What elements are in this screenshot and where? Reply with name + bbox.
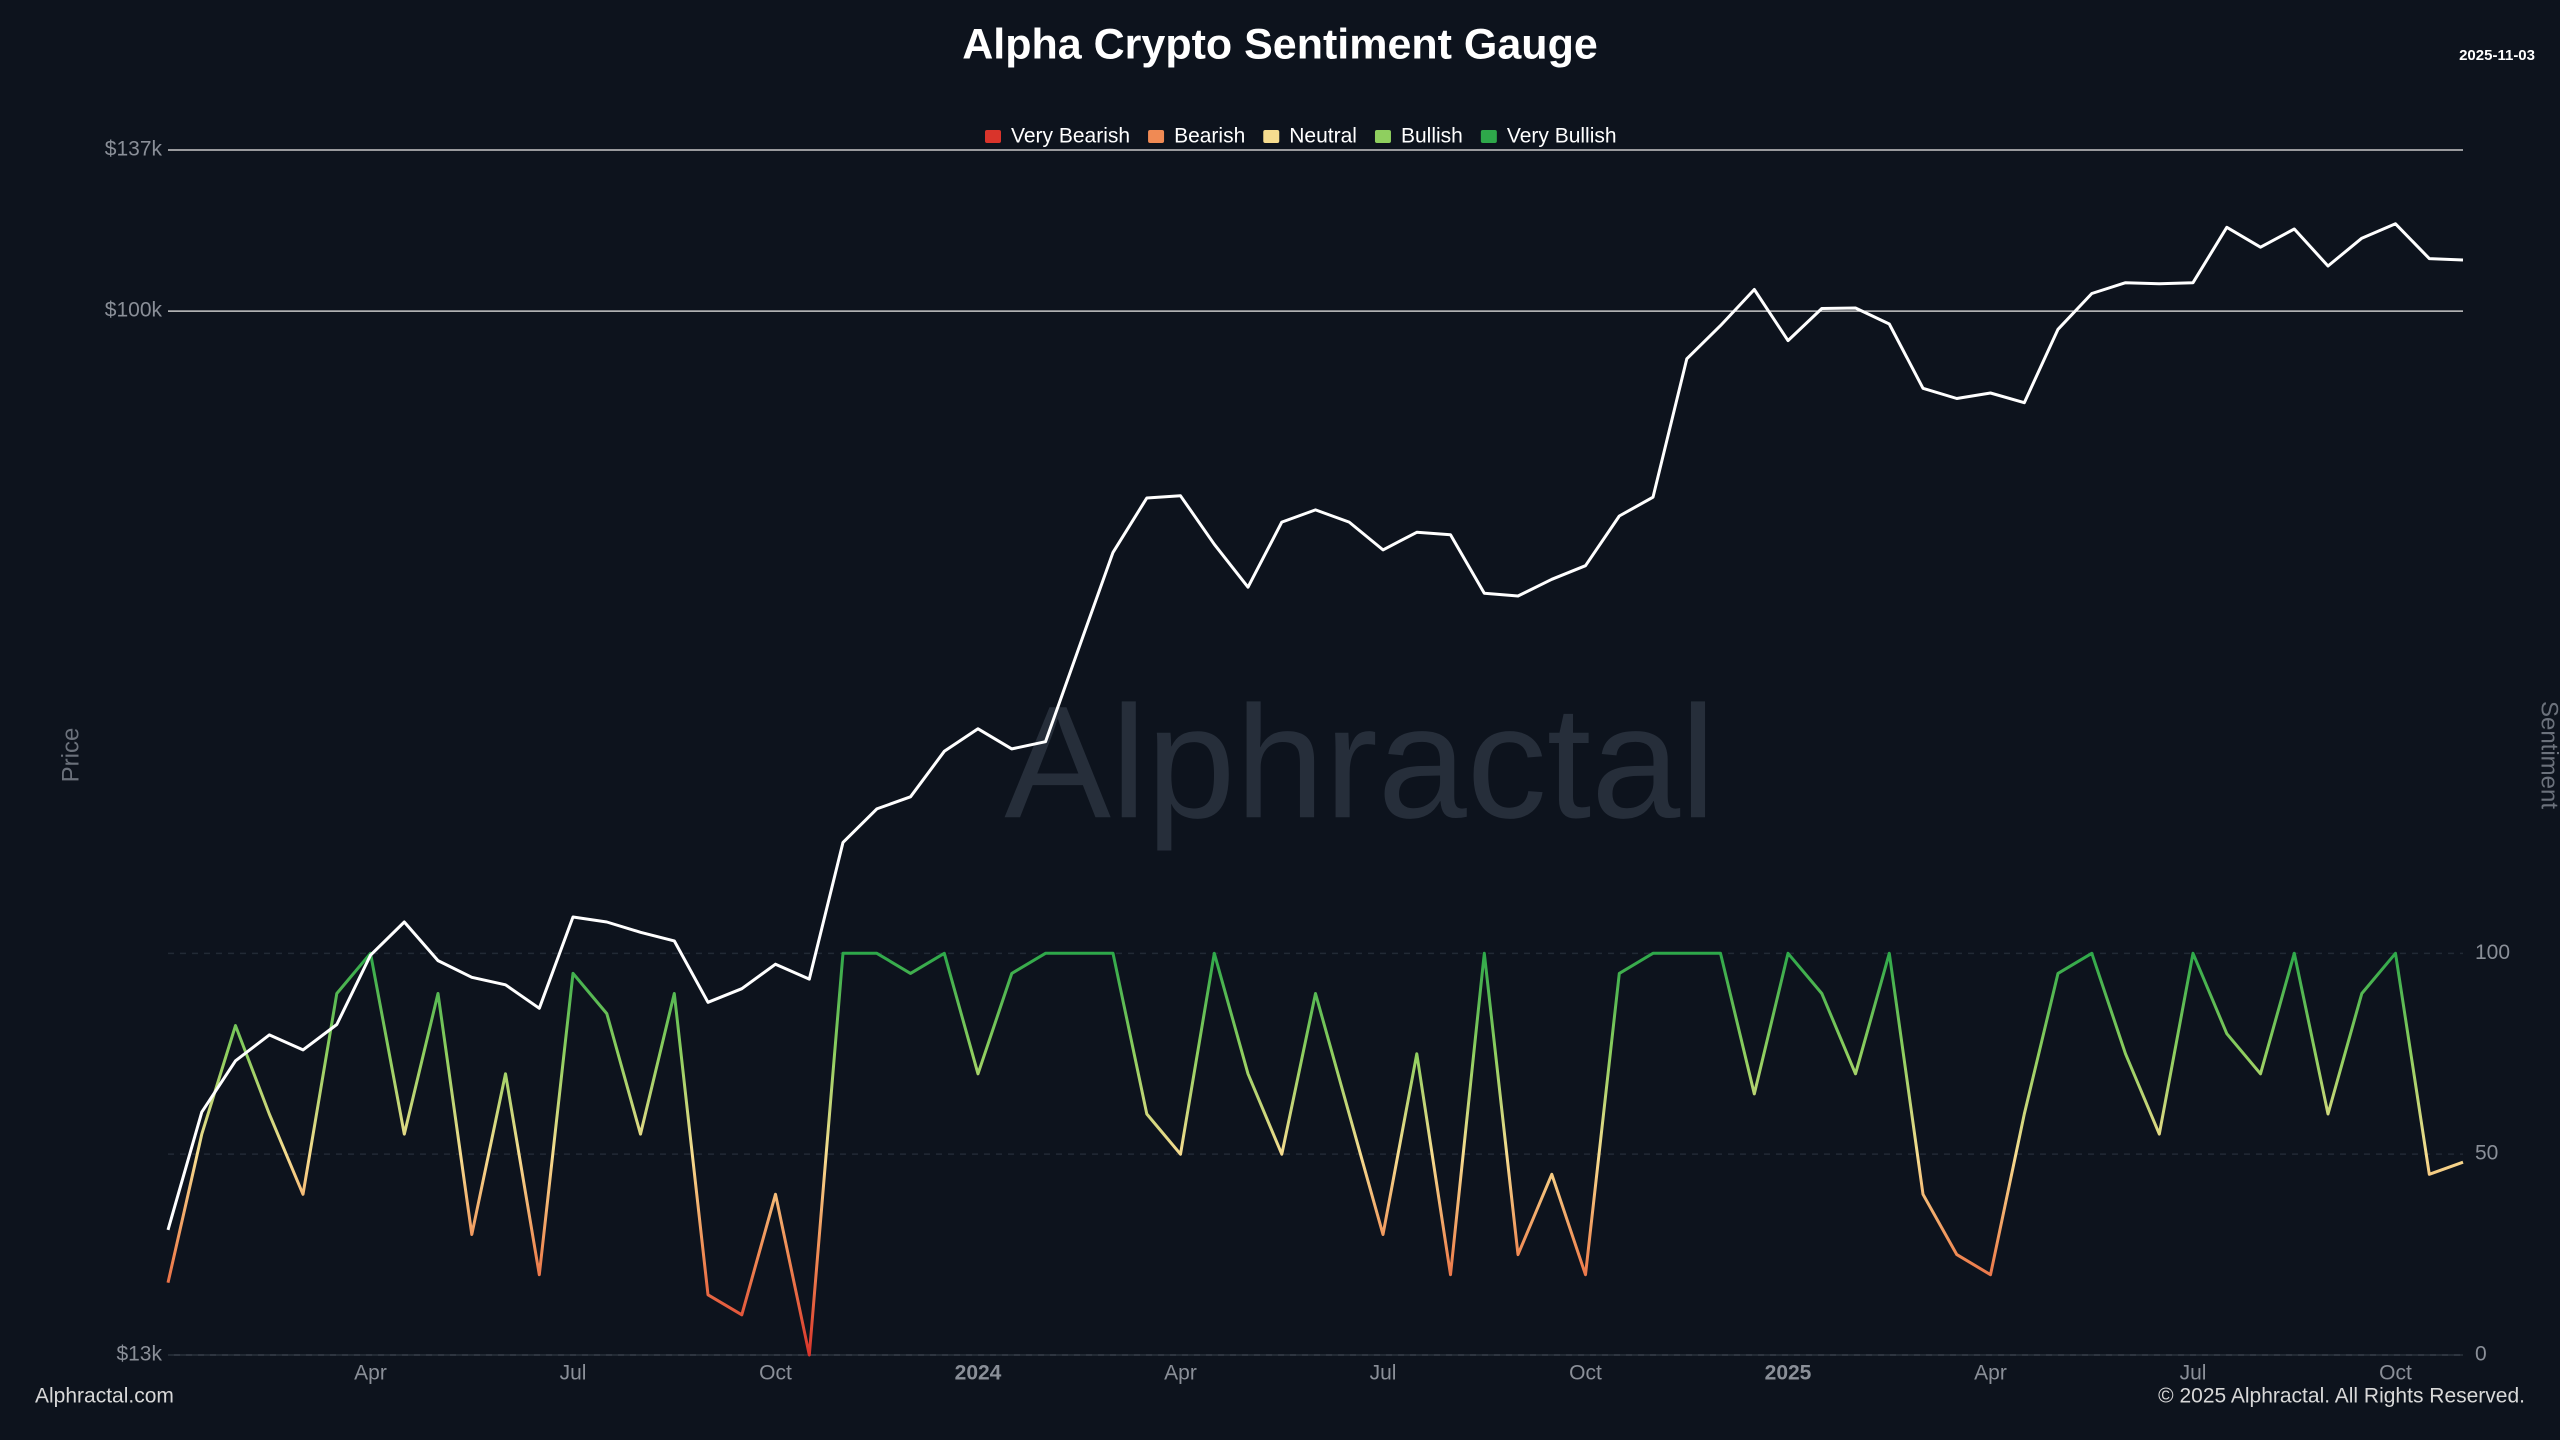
footer-left: Alphractal.com xyxy=(35,1385,174,1408)
legend-label: Neutral xyxy=(1289,125,1357,148)
legend-swatch xyxy=(1148,130,1165,143)
x-tick-label: Apr xyxy=(1164,1362,1197,1385)
legend-label: Very Bearish xyxy=(1011,125,1130,148)
legend-label: Bearish xyxy=(1174,125,1245,148)
price-line xyxy=(166,222,2464,1231)
y2-tick-label: 50 xyxy=(2475,1142,2498,1165)
legend-swatch xyxy=(1480,130,1497,143)
x-tick-label: 2025 xyxy=(1765,1362,1812,1385)
chart-title: Alpha Crypto Sentiment Gauge xyxy=(962,20,1598,68)
x-tick-label: Oct xyxy=(1569,1362,1602,1385)
y-axis-title: Price xyxy=(57,728,84,783)
legend-swatch xyxy=(1263,130,1280,143)
x-tick-label: 2024 xyxy=(955,1362,1002,1385)
x-tick-label: Jul xyxy=(2180,1362,2207,1385)
legend: Very Bearish Bearish Neutral Bullish Very Bu… xyxy=(985,125,1617,148)
x-tick-label: Apr xyxy=(1974,1362,2007,1385)
footer-right: © 2025 Alphractal. All Rights Reserved. xyxy=(2158,1385,2525,1408)
y-tick-label: $137k xyxy=(105,138,163,161)
legend-swatch xyxy=(985,130,1001,143)
x-tick-label: Apr xyxy=(354,1362,387,1385)
x-tick-label: Jul xyxy=(1370,1362,1397,1385)
sentiment-line xyxy=(166,951,2464,1357)
legend-swatch xyxy=(1374,130,1391,143)
date-label: 2025-11-03 xyxy=(2459,47,2535,64)
legend-label: Bullish xyxy=(1401,125,1463,148)
legend-label: Very Bullish xyxy=(1507,125,1617,148)
y2-tick-label: 100 xyxy=(2475,941,2510,964)
x-tick-label: Oct xyxy=(759,1362,792,1385)
watermark: Alphractal xyxy=(1004,672,1715,851)
x-tick-label: Jul xyxy=(560,1362,587,1385)
y2-tick-label: 0 xyxy=(2475,1343,2487,1366)
y-tick-label: $100k xyxy=(105,299,163,322)
x-tick-label: Oct xyxy=(2379,1362,2412,1385)
y2-axis-title: Sentiment xyxy=(2536,701,2560,809)
y-tick-label: $13k xyxy=(116,1343,162,1366)
